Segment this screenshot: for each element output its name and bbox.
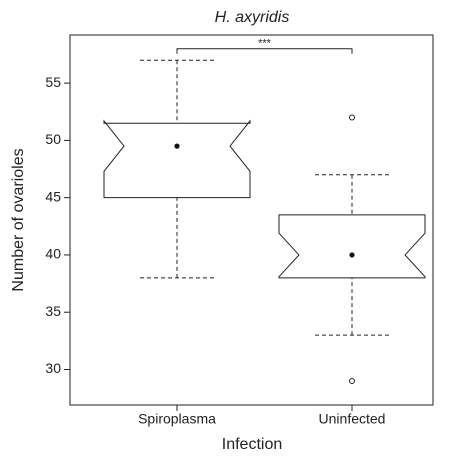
significance-bracket xyxy=(176,48,353,54)
chart-title: H. axyridis xyxy=(215,9,290,26)
plot-frame xyxy=(69,34,434,406)
y-tick-label: 30 xyxy=(45,360,61,376)
y-tick-label: 55 xyxy=(45,74,61,90)
significance-label: *** xyxy=(258,38,272,50)
y-axis-label: Number of ovarioles xyxy=(10,148,27,291)
box xyxy=(103,119,251,199)
outlier xyxy=(349,377,355,384)
y-tick-label: 35 xyxy=(45,303,61,319)
y-tick-label: 40 xyxy=(45,246,61,262)
median-dot xyxy=(349,252,355,258)
y-tick-label: 50 xyxy=(45,131,61,147)
x-tick-label: Spiroplasma xyxy=(138,411,216,427)
box xyxy=(278,214,426,279)
median-dot xyxy=(174,143,180,149)
x-axis-label: Infection xyxy=(222,436,282,453)
y-tick-label: 45 xyxy=(45,188,61,204)
x-tick-label: Uninfected xyxy=(319,411,386,427)
outlier xyxy=(349,114,355,121)
